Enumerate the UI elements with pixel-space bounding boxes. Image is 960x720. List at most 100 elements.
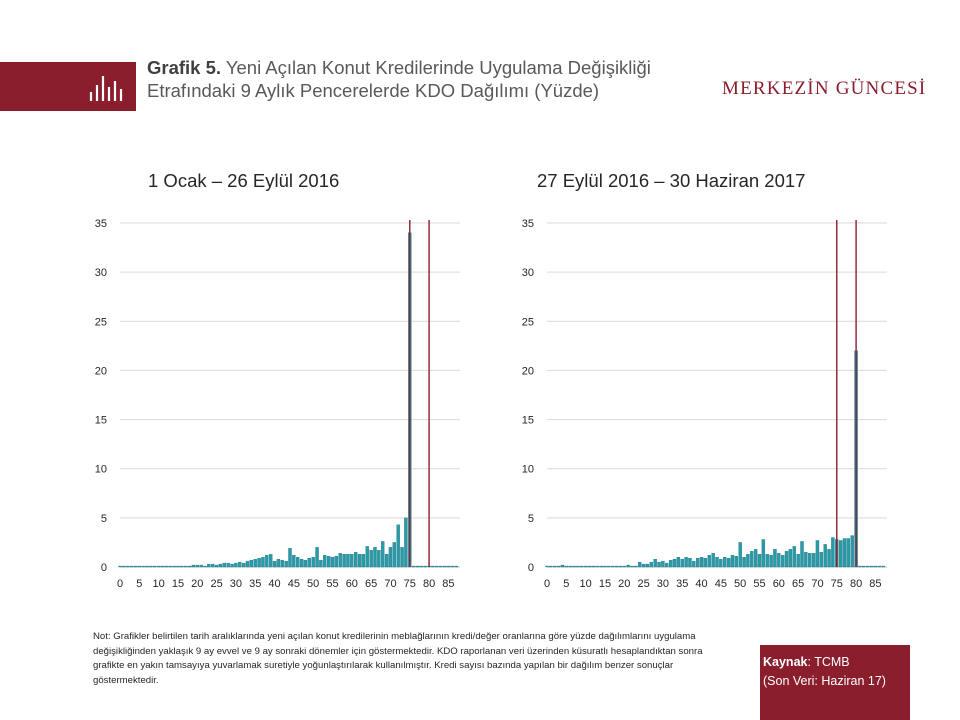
left-chart-bar — [222, 562, 227, 568]
right-chart-x-tick-label: 5 — [563, 578, 569, 590]
left-chart-bar — [153, 565, 157, 568]
right-chart-bar — [618, 565, 623, 568]
right-chart-bar — [769, 555, 773, 568]
right-chart-bar — [657, 561, 661, 568]
source-label: Kaynak — [763, 655, 808, 669]
left-chart-bar — [156, 565, 161, 568]
source-value: : TCMB — [807, 655, 850, 669]
left-chart-bar — [369, 550, 373, 568]
right-chart-bar — [800, 541, 804, 568]
left-chart-x-tick-label: 55 — [326, 578, 338, 590]
right-chart-bar — [865, 565, 870, 568]
source-box: Kaynak: TCMB (Son Veri: Haziran 17) — [760, 645, 910, 720]
left-chart-x-tick-label: 45 — [288, 578, 300, 590]
right-chart-bar — [723, 557, 727, 568]
bar-chart-icon — [89, 76, 123, 101]
right-chart-bar — [773, 549, 777, 568]
left-chart-bar — [299, 558, 304, 568]
right-chart-bar — [672, 558, 677, 568]
right-chart-x-tick-label: 85 — [869, 578, 881, 590]
right-chart-bar — [641, 563, 646, 568]
left-chart-bar — [211, 563, 215, 568]
right-chart-bar — [572, 565, 576, 568]
right-chart-bar — [738, 542, 742, 568]
title-text: Yeni Açılan Konut Kredilerinde Uygulama … — [147, 57, 651, 101]
left-chart-bar — [180, 565, 184, 568]
right-chart-x-tick-label: 55 — [753, 578, 765, 590]
left-chart-bar — [145, 565, 149, 568]
left-chart-x-tick-label: 20 — [191, 578, 203, 590]
right-chart-bar — [761, 539, 766, 568]
brand-name: MERKEZİN GÜNCESİ — [722, 78, 927, 99]
left-chart-bar — [446, 565, 451, 568]
left-chart-bar — [388, 547, 393, 568]
left-chart: 0 5 10 15 20 25 30 35 0 5 10 15 20 25 30 35 40 45 50 55 60 65… — [95, 218, 460, 590]
left-chart-bar — [338, 553, 342, 568]
left-chart-x-tick-label: 5 — [136, 578, 142, 590]
left-chart-y-tick-label: 35 — [95, 218, 107, 230]
right-chart-bar — [610, 565, 615, 568]
right-chart-bar — [719, 558, 723, 568]
page-title: Grafik 5. Yeni Açılan Konut Kredilerinde… — [147, 56, 707, 102]
left-chart-title: 1 Ocak – 26 Eylül 2016 — [148, 170, 340, 191]
left-chart-x-tick-label: 30 — [230, 578, 242, 590]
right-chart-bar — [699, 557, 704, 568]
left-chart-bar — [384, 554, 389, 568]
left-chart-bar — [296, 557, 300, 568]
right-chart-bar — [808, 553, 812, 568]
left-chart-bar — [230, 563, 234, 568]
right-chart-bar — [823, 544, 827, 568]
right-chart-x-tick-label: 0 — [544, 578, 550, 590]
right-chart-bar — [580, 565, 584, 568]
left-chart-bar — [396, 524, 400, 568]
left-chart-bar — [129, 565, 134, 568]
left-chart-x-tick-label: 50 — [307, 578, 319, 590]
right-chart-x-tick-label: 30 — [657, 578, 669, 590]
left-chart-bar — [400, 547, 404, 568]
left-chart-x-tick-label: 85 — [442, 578, 454, 590]
right-chart-x-tick-label: 25 — [637, 578, 649, 590]
left-chart-bar — [238, 561, 242, 568]
left-chart-bar — [249, 559, 254, 568]
right-chart-bar — [695, 558, 700, 568]
right-chart-bar — [707, 555, 711, 568]
right-chart-y-tick-label: 0 — [528, 562, 534, 574]
right-chart-bar — [846, 538, 851, 568]
footnote: Not: Grafikler belirtilen tarih aralıkla… — [93, 631, 703, 686]
right-chart-bar — [665, 562, 669, 568]
left-chart-bar — [280, 559, 284, 568]
left-chart-y-tick-label: 25 — [95, 316, 107, 328]
left-chart-bar — [346, 554, 350, 568]
right-chart-bar — [784, 551, 789, 568]
right-chart-y-tick-label: 5 — [528, 513, 534, 525]
right-chart-bar — [792, 546, 796, 568]
right-chart-bar — [549, 565, 553, 568]
left-chart-bar — [353, 552, 358, 568]
right-chart-bar — [831, 537, 835, 568]
left-chart-bar — [199, 564, 203, 568]
right-chart-bar — [684, 557, 688, 568]
right-chart-bar — [545, 565, 549, 568]
right-chart-bar — [838, 540, 843, 568]
left-chart-x-tick-label: 80 — [423, 578, 435, 590]
right-chart-bar — [564, 565, 569, 568]
right-chart-bar — [595, 565, 599, 568]
left-chart-bar — [307, 558, 312, 568]
left-chart-bar — [315, 547, 319, 568]
right-chart-x-tick-label: 75 — [831, 578, 843, 590]
left-chart-x-tick-label: 10 — [153, 578, 165, 590]
left-chart-bar — [126, 565, 130, 568]
right-chart-bar — [680, 558, 684, 568]
left-chart-bar — [191, 564, 196, 568]
left-chart-bar — [350, 554, 354, 568]
left-chart-bar — [392, 542, 397, 568]
left-chart-bar — [276, 558, 281, 568]
right-chart-bar — [796, 554, 800, 568]
left-chart-bar — [404, 517, 408, 568]
right-chart-bar — [622, 565, 626, 568]
left-chart-bar — [442, 565, 447, 568]
left-chart-bar — [438, 565, 443, 568]
right-chart-bar — [726, 558, 731, 568]
right-chart-x-tick-label: 80 — [850, 578, 862, 590]
left-chart-bar — [187, 565, 192, 568]
